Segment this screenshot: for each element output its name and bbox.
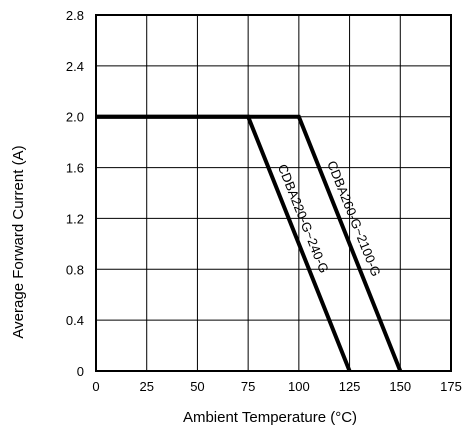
x-tick-label: 0 (92, 379, 99, 394)
plot-frame (95, 14, 452, 372)
y-tick-label: 0 (77, 364, 84, 379)
series-line (96, 114, 403, 372)
grid-lines (95, 14, 452, 372)
x-tick-labels: 0 25 50 75 100 125 150 175 (92, 379, 461, 394)
x-tick-label: 100 (288, 379, 310, 394)
x-tick-label: 50 (190, 379, 204, 394)
y-tick-label: 2.0 (66, 110, 84, 125)
x-tick-label: 150 (389, 379, 411, 394)
y-tick-label: 0.8 (66, 262, 84, 277)
y-tick-label: 1.6 (66, 161, 84, 176)
y-tick-label: 0.4 (66, 313, 84, 328)
y-tick-label: 2.4 (66, 59, 84, 74)
x-tick-label: 175 (440, 379, 462, 394)
x-axis-label: Ambient Temperature (°C) (183, 409, 357, 426)
x-tick-label: 75 (241, 379, 255, 394)
y-axis-label: Average Forward Current (A) (10, 145, 27, 338)
y-tick-labels: 0 0.4 0.8 1.2 1.6 2.0 2.4 2.8 (66, 8, 84, 379)
series-lines (96, 114, 403, 372)
y-tick-label: 1.2 (66, 211, 84, 226)
y-tick-label: 2.8 (66, 8, 84, 23)
x-tick-label: 125 (339, 379, 361, 394)
x-tick-label: 25 (139, 379, 153, 394)
